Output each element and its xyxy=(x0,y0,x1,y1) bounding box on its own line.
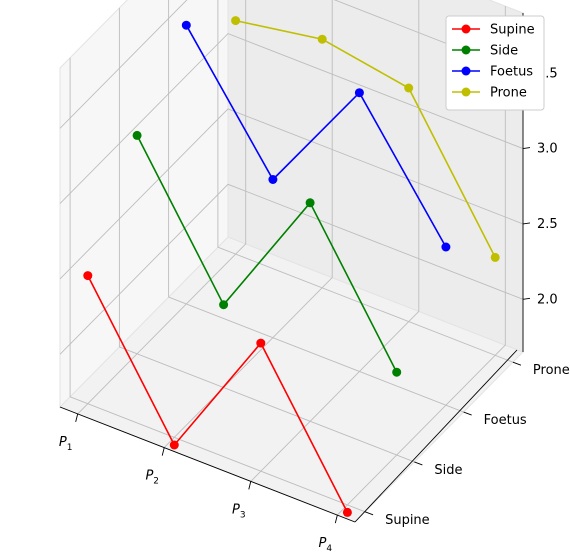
legend-item: Supine xyxy=(452,23,535,38)
legend-marker xyxy=(461,87,471,97)
left-wall-pane xyxy=(59,0,229,409)
series-prone xyxy=(231,16,500,262)
data-point xyxy=(268,175,278,184)
series-line xyxy=(87,275,349,513)
y-tick-label: Side xyxy=(434,463,462,478)
z-tick xyxy=(522,222,531,225)
x-axis-line xyxy=(59,406,356,523)
legend-marker xyxy=(461,45,471,55)
z-tick-label: 2.5 xyxy=(537,217,558,232)
y-tick-label: Foetus xyxy=(484,413,527,428)
data-point xyxy=(256,338,266,348)
z-tick-label: 2.0 xyxy=(537,292,558,307)
z-tick xyxy=(522,297,531,300)
data-point xyxy=(219,300,229,310)
legend-label: Side xyxy=(490,44,518,59)
y-gridline xyxy=(118,7,415,463)
data-point xyxy=(392,367,402,377)
y-axis-line xyxy=(354,349,518,523)
y-tick xyxy=(414,461,423,466)
series-foetus xyxy=(181,20,451,252)
x-tick-label: P3 xyxy=(232,502,246,520)
data-point xyxy=(342,507,352,517)
x-gridline xyxy=(77,0,247,415)
legend-box xyxy=(445,15,545,111)
y-gridline xyxy=(69,57,366,513)
z-gridline xyxy=(59,183,524,355)
z-gridline xyxy=(59,0,524,129)
y-tick-label: Prone xyxy=(533,363,570,378)
chart-legend: Supine Side Foetus Prone xyxy=(445,15,545,111)
chart-gridlines xyxy=(59,0,524,516)
series-line xyxy=(235,19,496,258)
y-tick xyxy=(463,411,472,416)
x-tick-label: P1 xyxy=(59,435,73,453)
x-gridline xyxy=(336,6,506,516)
data-point xyxy=(404,83,414,93)
legend-item: Prone xyxy=(452,86,527,101)
y-tick xyxy=(512,361,522,366)
data-point xyxy=(317,34,327,44)
x-gridline xyxy=(250,0,420,482)
series-supine xyxy=(83,271,352,517)
z-tick-label: 3.0 xyxy=(537,142,558,157)
data-point xyxy=(169,440,179,450)
data-point xyxy=(231,16,241,26)
x-tick xyxy=(161,447,165,456)
x-tick xyxy=(334,514,338,524)
data-point xyxy=(441,242,451,252)
legend-label: Prone xyxy=(490,86,527,101)
chart-series xyxy=(83,16,500,517)
legend-item: Foetus xyxy=(452,65,533,80)
data-point xyxy=(181,20,191,30)
z-tick xyxy=(522,147,531,150)
series-line xyxy=(136,135,398,373)
series-side xyxy=(132,130,402,377)
x-tick-label: P4 xyxy=(319,536,333,554)
series-line xyxy=(185,24,447,248)
legend-label: Foetus xyxy=(490,65,533,80)
y-gridline xyxy=(168,0,464,413)
z-gridline xyxy=(59,108,524,280)
legend-marker xyxy=(461,66,471,76)
legend-label: Supine xyxy=(490,23,535,38)
y-tick xyxy=(364,511,374,516)
y-gridline xyxy=(217,0,514,363)
x-tick xyxy=(75,413,79,423)
x-tick xyxy=(248,481,252,490)
data-point xyxy=(83,271,93,281)
data-point xyxy=(354,88,364,98)
legend-marker xyxy=(461,24,471,34)
data-point xyxy=(305,198,315,208)
data-point xyxy=(132,130,142,140)
z-gridline xyxy=(59,33,524,204)
legend-item: Side xyxy=(452,44,518,59)
y-tick-label: Supine xyxy=(385,513,430,528)
data-point xyxy=(490,252,500,262)
x-tick-label: P2 xyxy=(145,469,159,487)
